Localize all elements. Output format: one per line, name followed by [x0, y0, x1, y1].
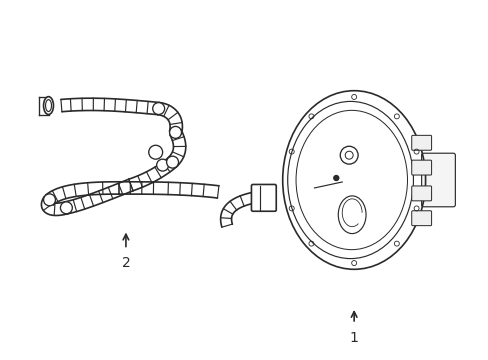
- FancyBboxPatch shape: [411, 160, 431, 175]
- Circle shape: [43, 194, 55, 206]
- FancyBboxPatch shape: [251, 184, 276, 211]
- FancyBboxPatch shape: [421, 153, 454, 207]
- FancyBboxPatch shape: [411, 186, 431, 201]
- Text: 1: 1: [349, 331, 358, 345]
- FancyBboxPatch shape: [411, 135, 431, 150]
- Circle shape: [61, 202, 72, 214]
- Circle shape: [166, 156, 178, 168]
- Circle shape: [333, 176, 338, 180]
- Circle shape: [169, 126, 181, 138]
- Text: 2: 2: [122, 256, 130, 270]
- Circle shape: [152, 103, 164, 114]
- FancyBboxPatch shape: [411, 211, 431, 226]
- Circle shape: [156, 159, 168, 171]
- Circle shape: [148, 145, 163, 159]
- Ellipse shape: [43, 96, 53, 114]
